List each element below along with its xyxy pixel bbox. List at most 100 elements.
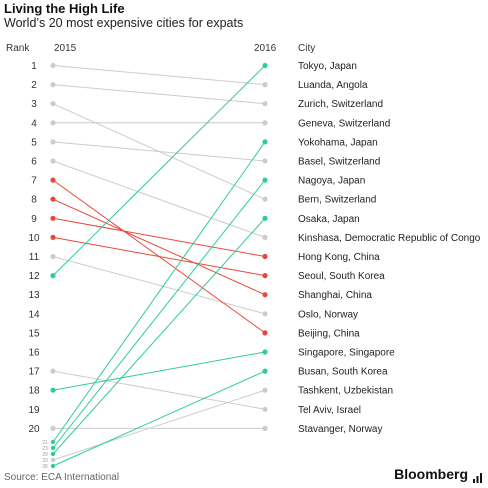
chart-title: Living the High Life <box>4 1 125 16</box>
rank-header: Rank <box>6 43 30 54</box>
rank-tick-label: 12 <box>28 271 40 282</box>
rank-tick-label: 1 <box>31 61 37 72</box>
rank-tick-label: 14 <box>28 309 40 320</box>
point-2015 <box>50 273 56 279</box>
rank-tick-label: 4 <box>31 118 37 129</box>
slope-line <box>52 389 266 461</box>
city-label: Bern, Switzerland <box>298 195 376 206</box>
low-rank-tick-label: 23 <box>42 446 48 452</box>
point-2015 <box>50 215 56 221</box>
slope-line <box>52 141 266 443</box>
point-2015 <box>50 425 56 431</box>
slope-line <box>52 84 266 105</box>
rank-tick-label: 13 <box>28 290 40 301</box>
city-label: Stavanger, Norway <box>298 424 383 435</box>
point-2015 <box>50 451 56 457</box>
bars-icon <box>473 473 482 483</box>
point-2016 <box>262 234 268 240</box>
year-2015-header: 2015 <box>54 43 77 54</box>
rank-tick-label: 2 <box>31 80 37 91</box>
city-label: Nagoya, Japan <box>298 176 365 187</box>
brand-logo: Bloomberg <box>394 466 468 482</box>
city-label: Tokyo, Japan <box>298 61 357 72</box>
point-2015 <box>50 120 56 126</box>
city-label: Basel, Switzerland <box>298 157 380 168</box>
slope-line <box>52 65 266 276</box>
point-2016 <box>262 406 268 412</box>
city-label: Singapore, Singapore <box>298 348 395 359</box>
city-label: Yokohama, Japan <box>298 137 378 148</box>
point-2016 <box>262 349 268 355</box>
slope-line <box>52 198 266 296</box>
point-2016 <box>262 139 268 145</box>
point-2015 <box>50 445 56 451</box>
point-2016 <box>262 253 268 260</box>
city-label: Oslo, Norway <box>298 309 358 320</box>
city-label: Hong Kong, China <box>298 252 380 263</box>
point-2015 <box>50 196 56 202</box>
city-label: Tashkent, Uzbekistan <box>298 386 393 397</box>
slope-line <box>52 179 266 449</box>
city-label: Shanghai, China <box>298 290 372 301</box>
city-label: Kinshasa, Democratic Republic of Congo <box>298 233 481 244</box>
slope-line <box>52 217 266 257</box>
point-2016 <box>262 330 268 336</box>
rank-tick-label: 9 <box>31 214 37 225</box>
point-2015 <box>50 253 56 260</box>
point-2016 <box>262 215 268 221</box>
slope-line <box>52 370 266 410</box>
point-2015 <box>50 158 56 164</box>
rank-tick-label: 20 <box>28 424 40 435</box>
point-2016 <box>262 158 268 164</box>
rank-tick-label: 5 <box>31 137 37 148</box>
city-label: Beijing, China <box>298 328 360 339</box>
slope-line <box>52 370 266 467</box>
city-label: Busan, South Korea <box>298 367 388 378</box>
point-2015 <box>50 457 56 463</box>
rank-tick-label: 19 <box>28 405 40 416</box>
slope-line <box>52 103 266 200</box>
slope-line <box>52 256 266 315</box>
point-2015 <box>50 234 56 240</box>
city-header: City <box>298 43 316 54</box>
city-label: Osaka, Japan <box>298 214 360 225</box>
point-2015 <box>50 368 56 374</box>
source-note: Source: ECA International <box>4 472 120 483</box>
city-label: Geneva, Switzerland <box>298 118 390 129</box>
year-2016-header: 2016 <box>254 43 277 54</box>
point-2016 <box>262 101 268 107</box>
rank-tick-label: 15 <box>28 328 40 339</box>
point-2016 <box>262 368 268 374</box>
point-2016 <box>262 311 268 317</box>
point-2015 <box>50 177 56 183</box>
point-2016 <box>262 120 268 126</box>
city-label: Luanda, Angola <box>298 80 368 91</box>
rank-tick-label: 3 <box>31 99 37 110</box>
point-2016 <box>262 177 268 183</box>
rank-tick-label: 18 <box>28 386 40 397</box>
rank-tick-label: 11 <box>29 252 40 263</box>
slope-line <box>52 351 266 391</box>
city-label: Tel Aviv, Israel <box>298 405 361 416</box>
rank-tick-label: 6 <box>31 157 37 168</box>
point-2015 <box>50 439 56 445</box>
point-2016 <box>262 196 268 202</box>
rank-tick-label: 7 <box>31 176 37 187</box>
low-rank-tick-label: 29 <box>42 452 48 458</box>
city-label: Zurich, Switzerland <box>298 99 383 110</box>
point-2015 <box>50 139 56 145</box>
point-2015 <box>50 387 56 393</box>
slope-line <box>52 160 266 238</box>
rank-tick-label: 17 <box>28 367 40 378</box>
rank-tick-label: 16 <box>28 348 40 359</box>
slope-line <box>52 65 266 86</box>
low-rank-tick-label: 21 <box>42 440 48 446</box>
rank-tick-label: 10 <box>28 233 40 244</box>
low-rank-tick-label: 33 <box>42 458 48 464</box>
point-2015 <box>50 62 56 69</box>
point-2016 <box>262 387 268 393</box>
point-2016 <box>262 62 268 69</box>
chart-subtitle: World’s 20 most expensive cities for exp… <box>4 16 244 30</box>
point-2015 <box>50 101 56 107</box>
